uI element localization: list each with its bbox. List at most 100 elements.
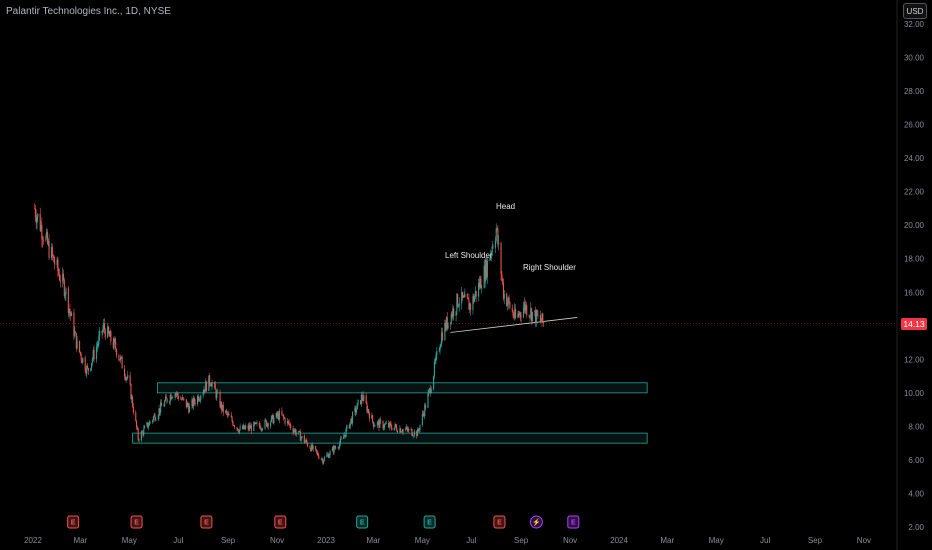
- candle: [142, 430, 144, 438]
- candle: [137, 427, 139, 442]
- candle: [513, 312, 515, 320]
- candle: [412, 432, 414, 437]
- candle: [148, 422, 150, 431]
- candle: [46, 229, 49, 245]
- candle: [143, 425, 145, 437]
- candle: [354, 405, 356, 416]
- candle: [444, 319, 446, 341]
- candle: [58, 268, 61, 282]
- candle: [367, 405, 369, 414]
- candle: [543, 320, 545, 327]
- candle: [258, 421, 260, 429]
- candle: [311, 442, 313, 450]
- candle: [520, 311, 522, 324]
- candle: [37, 213, 39, 222]
- candle: [295, 429, 297, 437]
- earnings-event-icon[interactable]: E: [356, 515, 369, 529]
- candle: [155, 417, 157, 421]
- earnings-event-icon[interactable]: E: [423, 515, 436, 529]
- candle: [271, 414, 273, 420]
- candle: [103, 318, 105, 332]
- candle: [350, 418, 352, 426]
- candle: [355, 405, 357, 417]
- candle: [76, 336, 78, 350]
- candle: [486, 256, 488, 284]
- candle: [188, 403, 190, 414]
- candle: [435, 352, 437, 364]
- candle: [131, 395, 134, 408]
- candle: [393, 427, 395, 431]
- candle: [518, 310, 521, 319]
- candle: [159, 408, 161, 416]
- currency-button[interactable]: USD: [903, 3, 927, 19]
- candle: [157, 414, 159, 421]
- earnings-event-icon[interactable]: ⚡: [529, 515, 543, 529]
- svg-text:E: E: [204, 520, 209, 527]
- candle: [507, 296, 509, 309]
- candle: [239, 423, 241, 431]
- candle: [215, 388, 217, 400]
- candle: [483, 259, 485, 289]
- candle: [518, 310, 520, 318]
- candle: [50, 243, 53, 260]
- candle: [58, 267, 60, 276]
- candle: [62, 269, 65, 284]
- candle: [64, 291, 66, 301]
- candle: [395, 424, 397, 428]
- candle: [243, 424, 245, 430]
- candle: [492, 243, 494, 250]
- earnings-event-icon[interactable]: E: [493, 515, 506, 529]
- candle: [253, 421, 255, 432]
- candle: [87, 367, 89, 375]
- candle: [331, 446, 334, 452]
- earnings-event-icon[interactable]: E: [274, 515, 287, 529]
- candle: [531, 311, 533, 325]
- y-tick-label: 30.00: [904, 54, 925, 63]
- candle: [86, 364, 88, 379]
- candle: [265, 418, 267, 422]
- candle: [210, 382, 212, 387]
- candle: [221, 401, 223, 414]
- candle: [469, 302, 471, 313]
- candle: [213, 381, 215, 388]
- earnings-event-icon[interactable]: E: [567, 515, 580, 529]
- candle: [514, 304, 517, 320]
- earnings-event-icon[interactable]: E: [130, 515, 143, 529]
- candle: [166, 398, 168, 404]
- x-tick-label: Jul: [760, 536, 770, 545]
- candle: [377, 419, 379, 426]
- y-tick-label: 8.00: [908, 422, 924, 431]
- candle: [411, 428, 413, 437]
- candle: [288, 419, 290, 426]
- candle: [530, 307, 533, 325]
- candle: [125, 376, 127, 384]
- candle: [255, 422, 257, 424]
- candle: [424, 402, 426, 420]
- x-tick-label: Mar: [73, 536, 87, 545]
- candle: [183, 398, 185, 401]
- candle: [486, 257, 488, 280]
- candle: [474, 286, 476, 300]
- candle: [445, 316, 448, 332]
- candle: [452, 304, 454, 321]
- candle: [451, 311, 453, 319]
- candle: [449, 322, 452, 330]
- x-tick-label: 2023: [317, 536, 335, 545]
- candle: [74, 327, 76, 338]
- candle: [177, 393, 179, 401]
- candle: [245, 423, 247, 431]
- candle: [237, 428, 240, 434]
- candle: [226, 411, 228, 418]
- y-tick-label: 22.00: [904, 188, 925, 197]
- candle: [360, 391, 362, 407]
- candle: [84, 355, 86, 373]
- earnings-event-icon[interactable]: E: [200, 515, 213, 529]
- candle: [248, 422, 250, 432]
- candle: [231, 415, 233, 423]
- candle: [70, 311, 72, 321]
- candle: [413, 429, 415, 438]
- candle: [118, 353, 120, 363]
- earnings-event-icon[interactable]: E: [67, 515, 80, 529]
- y-tick-label: 32.00: [904, 20, 925, 29]
